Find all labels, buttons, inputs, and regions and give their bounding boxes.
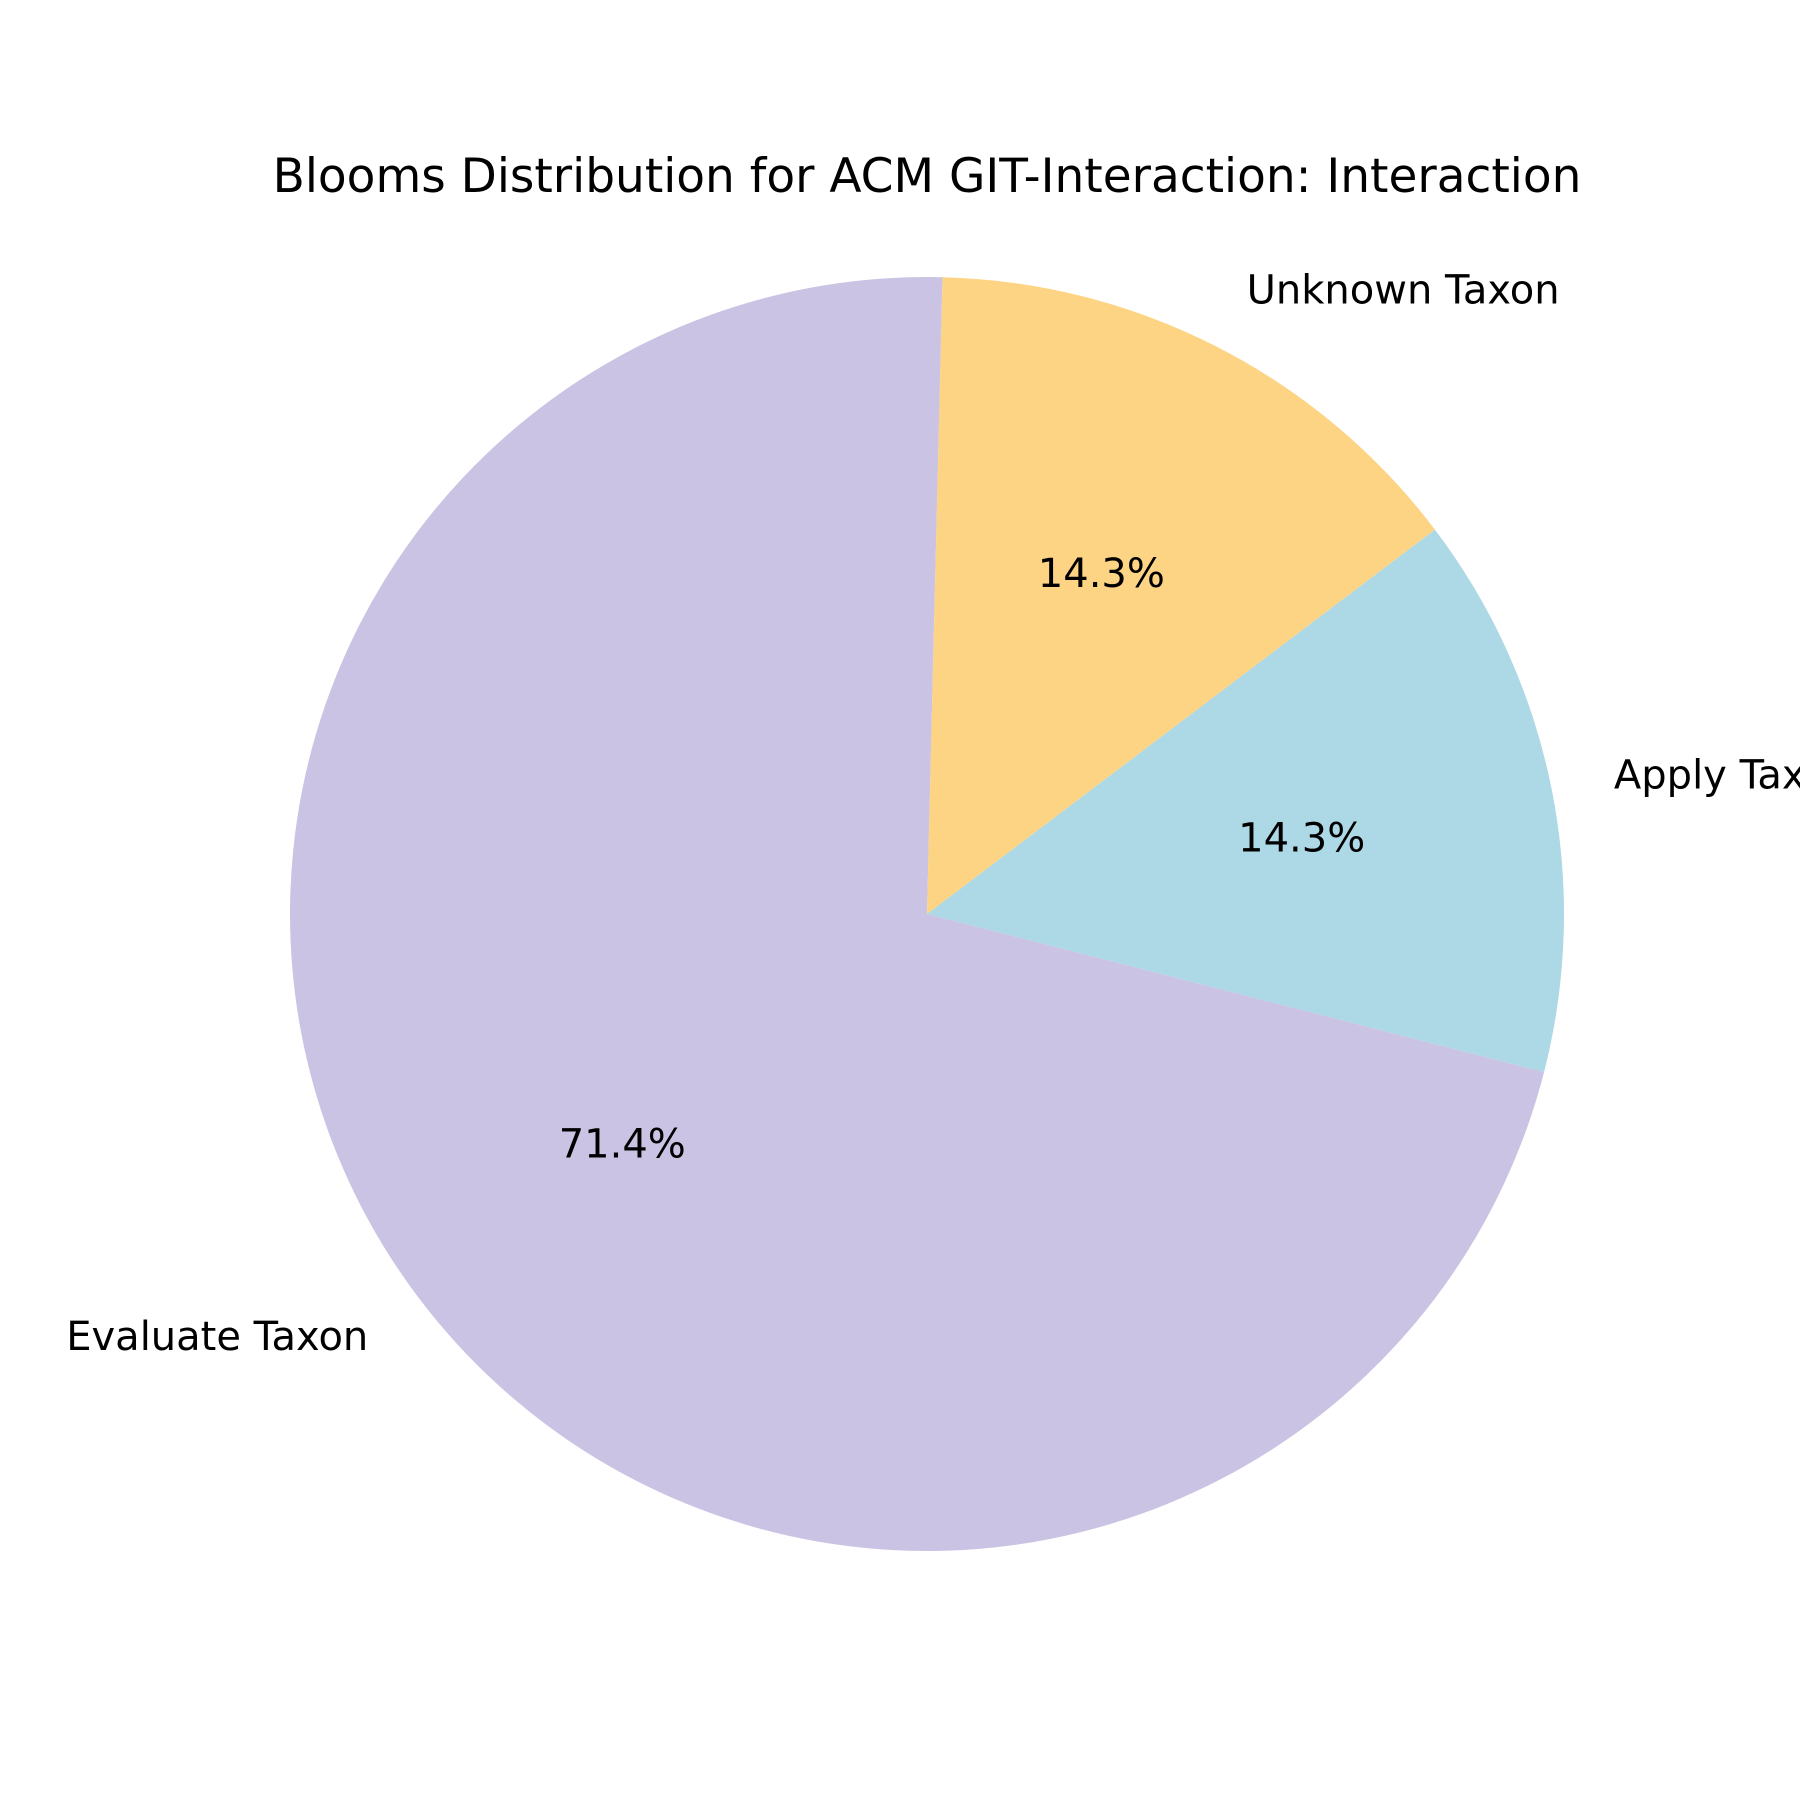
- percentage-labels: 71.4% 14.3% 14.3%: [559, 551, 1366, 1168]
- chart-title: Blooms Distribution for ACM GIT-Interact…: [273, 149, 1582, 204]
- slice-label-evaluate-taxon: Evaluate Taxon: [66, 1314, 368, 1360]
- slice-evaluate-taxon: [290, 277, 1545, 1552]
- pct-label-unknown-taxon: 14.3%: [1038, 551, 1165, 597]
- pct-label-apply-taxon: 14.3%: [1238, 816, 1365, 862]
- slice-label-apply-taxon: Apply Taxon: [1614, 753, 1800, 799]
- slice-apply-taxon: [927, 529, 1565, 1072]
- slice-unknown-taxon: [927, 277, 1435, 914]
- slice-label-unknown-taxon: Unknown Taxon: [1247, 267, 1560, 313]
- slice-labels: Evaluate Taxon Apply Taxon Unknown Taxon: [66, 267, 1800, 1359]
- pct-label-evaluate-taxon: 71.4%: [559, 1122, 686, 1168]
- pie-slices: [290, 277, 1565, 1552]
